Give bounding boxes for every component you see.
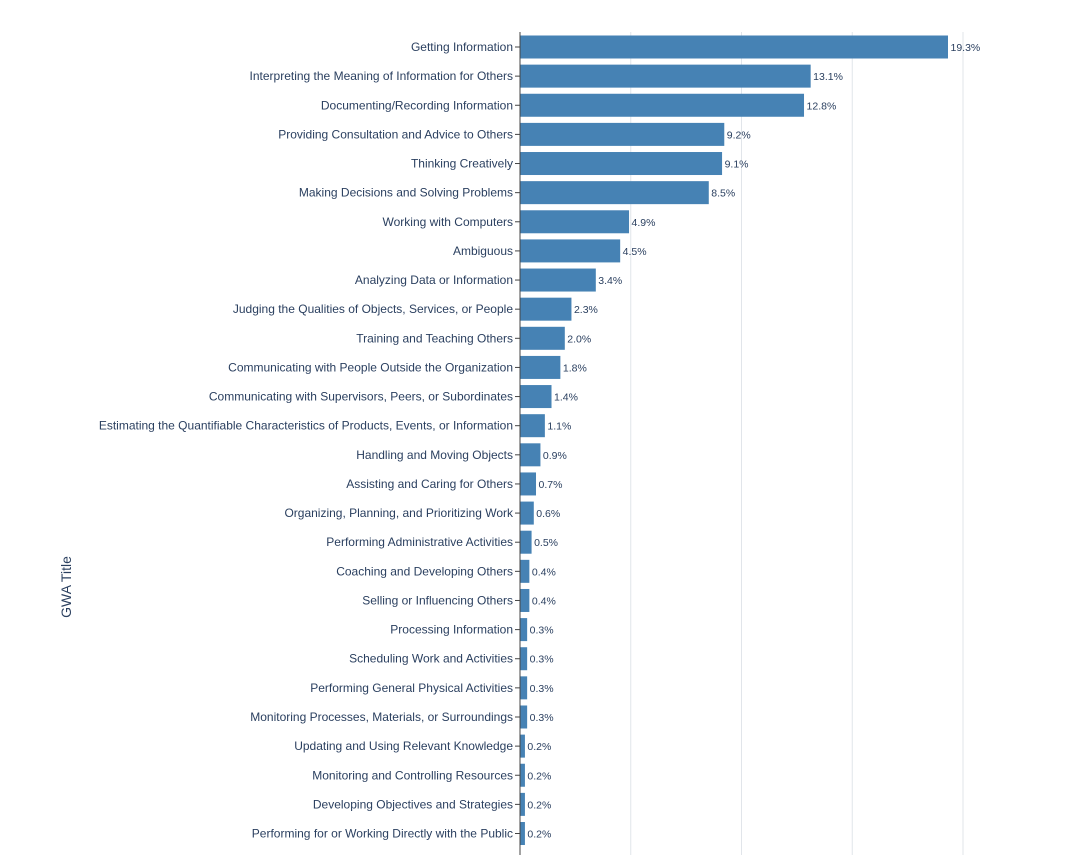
value-label: 2.3% [574, 304, 598, 316]
category-label: Coaching and Developing Others [336, 564, 513, 578]
category-label: Providing Consultation and Advice to Oth… [278, 127, 513, 141]
bar [520, 792, 525, 816]
bar [520, 472, 537, 496]
category-label: Thinking Creatively [411, 157, 513, 171]
bar [520, 181, 709, 205]
category-label: Performing Administrative Activities [326, 535, 513, 549]
category-label: Developing Objectives and Strategies [313, 797, 513, 811]
category-label: Performing General Physical Activities [310, 681, 513, 695]
value-label: 4.9% [632, 217, 656, 229]
value-label: 13.1% [813, 71, 843, 83]
value-label: 0.3% [530, 625, 554, 637]
bar [520, 93, 805, 117]
category-label: Working with Computers [383, 215, 514, 229]
value-label: 8.5% [711, 188, 735, 200]
bar [520, 122, 725, 146]
bar [520, 268, 596, 292]
bar [520, 618, 528, 642]
value-label: 3.4% [598, 275, 622, 287]
category-label: Monitoring and Controlling Resources [312, 768, 513, 782]
value-label: 0.2% [527, 741, 551, 753]
value-label: 2.0% [567, 333, 591, 345]
bar [520, 64, 811, 88]
bar [520, 355, 561, 379]
bar [520, 210, 630, 234]
axis-layer [515, 32, 521, 855]
bar [520, 326, 565, 350]
bar [520, 734, 525, 758]
value-label: 0.2% [527, 799, 551, 811]
bar [520, 443, 541, 467]
bar [520, 530, 532, 554]
value-label: 19.3% [950, 42, 980, 54]
value-label: 0.2% [527, 829, 551, 841]
bar [520, 705, 528, 729]
bar [520, 414, 545, 438]
category-label: Selling or Influencing Others [362, 593, 513, 607]
value-label: 12.8% [807, 100, 837, 112]
category-label: Training and Teaching Others [356, 331, 513, 345]
bar [520, 501, 534, 525]
bar [520, 676, 528, 700]
category-label: Interpreting the Meaning of Information … [250, 69, 513, 83]
value-label: 0.2% [527, 770, 551, 782]
value-label: 0.3% [530, 683, 554, 695]
category-label: Scheduling Work and Activities [349, 652, 513, 666]
category-label: Making Decisions and Solving Problems [299, 186, 513, 200]
category-label: Assisting and Caring for Others [346, 477, 513, 491]
value-label: 1.8% [563, 362, 587, 374]
bar [520, 647, 528, 671]
bar [520, 763, 525, 787]
category-label: Ambiguous [453, 244, 513, 258]
bar [520, 385, 552, 409]
bar [520, 559, 530, 583]
value-label: 0.3% [530, 712, 554, 724]
bar [520, 588, 530, 612]
category-label: Handling and Moving Objects [356, 448, 513, 462]
category-label: Monitoring Processes, Materials, or Surr… [250, 710, 513, 724]
category-label: Processing Information [390, 623, 513, 637]
category-label: Getting Information [411, 40, 513, 54]
category-label: Updating and Using Relevant Knowledge [294, 739, 513, 753]
grid-layer [630, 32, 964, 855]
bar-layer [520, 35, 948, 846]
value-label: 0.5% [534, 537, 558, 549]
category-label: Performing for or Working Directly with … [252, 827, 513, 841]
bar [520, 239, 621, 263]
value-label: 1.1% [547, 421, 571, 433]
category-label: Analyzing Data or Information [355, 273, 513, 287]
bar [520, 822, 525, 846]
value-label: 0.7% [539, 479, 563, 491]
category-label: Communicating with Supervisors, Peers, o… [209, 390, 513, 404]
category-label: Communicating with People Outside the Or… [228, 360, 513, 374]
category-label: Judging the Qualities of Objects, Servic… [233, 302, 513, 316]
label-layer: Getting Information 19.3% Interpreting the… [99, 40, 980, 841]
value-label: 0.3% [530, 654, 554, 666]
value-label: 1.4% [554, 392, 578, 404]
value-label: 4.5% [623, 246, 647, 258]
bar [520, 297, 572, 321]
y-axis-title: GWA Title [58, 556, 74, 618]
value-label: 0.4% [532, 595, 556, 607]
category-label: Documenting/Recording Information [321, 98, 513, 112]
category-label: Organizing, Planning, and Prioritizing W… [284, 506, 514, 520]
value-label: 9.2% [727, 129, 751, 141]
category-label: Estimating the Quantifiable Characterist… [99, 419, 513, 433]
value-label: 9.1% [725, 159, 749, 171]
bar [520, 35, 948, 59]
value-label: 0.9% [543, 450, 567, 462]
value-label: 0.4% [532, 566, 556, 578]
bar [520, 152, 723, 176]
value-label: 0.6% [536, 508, 560, 520]
